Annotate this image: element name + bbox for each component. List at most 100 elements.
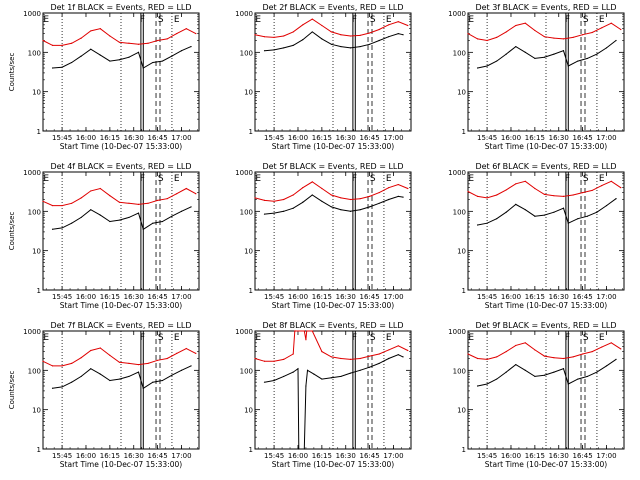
chart-panel-7: Det 7f BLACK = Events, RED = LLD 1 10 100 10… bbox=[8, 321, 200, 469]
x-tick-label: 17:00 bbox=[596, 452, 616, 460]
data-point-events bbox=[305, 385, 307, 387]
data-point-lld bbox=[515, 24, 517, 27]
data-point-events bbox=[71, 381, 73, 383]
data-point-events bbox=[515, 363, 517, 366]
flag-label: E bbox=[255, 15, 261, 25]
data-point-lld bbox=[118, 361, 121, 363]
series-line-lld bbox=[467, 22, 622, 42]
x-tick-label: 16:30 bbox=[549, 134, 569, 142]
data-point-events bbox=[567, 65, 569, 67]
data-point-lld bbox=[254, 34, 256, 36]
data-point-events bbox=[137, 212, 140, 214]
data-point-events bbox=[505, 371, 507, 373]
chart-panel-8: Det 8f BLACK = Events, RED = LLD 1 10 100 10… bbox=[235, 321, 412, 469]
chart-title: Det 3f BLACK = Events, RED = LLD bbox=[475, 3, 616, 12]
chart-panel-2: Det 2f BLACK = Events, RED = LLD 1 10 100 10… bbox=[235, 3, 412, 151]
y-tick-label: 1000 bbox=[235, 10, 253, 18]
y-tick-label: 1000 bbox=[235, 169, 253, 177]
data-point-events bbox=[71, 222, 73, 224]
chart-title: Det 7f BLACK = Events, RED = LLD bbox=[50, 321, 191, 330]
data-point-lld bbox=[311, 330, 313, 332]
data-point-events bbox=[128, 56, 130, 58]
flag-label: F bbox=[140, 174, 145, 184]
data-point-lld bbox=[311, 18, 313, 20]
flag-label: E bbox=[43, 333, 49, 343]
data-point-lld bbox=[582, 353, 584, 355]
x-axis-label: Start Time (10-Dec-07 15:33:00) bbox=[485, 301, 607, 310]
chart-panel-9: Det 9f BLACK = Events, RED = LLD 1 10 100 10… bbox=[448, 321, 625, 469]
flag-label: E bbox=[468, 333, 474, 343]
chart-title: Det 8f BLACK = Events, RED = LLD bbox=[262, 321, 403, 330]
data-point-events bbox=[298, 448, 300, 450]
flag-label: S bbox=[370, 174, 376, 184]
y-axis-label: Counts/sec bbox=[8, 212, 16, 251]
data-point-events bbox=[190, 206, 192, 208]
data-point-events bbox=[577, 60, 579, 62]
data-point-lld bbox=[118, 201, 121, 203]
data-point-lld bbox=[572, 194, 574, 196]
data-point-lld bbox=[359, 198, 361, 200]
flag-label: F bbox=[565, 174, 570, 184]
data-point-lld bbox=[515, 344, 517, 347]
data-point-lld bbox=[591, 189, 593, 192]
data-point-lld bbox=[553, 195, 555, 197]
data-point-events bbox=[51, 67, 54, 69]
data-point-events bbox=[543, 374, 546, 376]
data-point-events bbox=[605, 365, 608, 367]
data-point-events bbox=[340, 209, 342, 211]
data-point-lld bbox=[562, 195, 565, 197]
data-point-lld bbox=[109, 35, 111, 37]
data-point-events bbox=[321, 38, 323, 40]
data-point-lld bbox=[476, 38, 479, 40]
data-point-events bbox=[562, 368, 565, 370]
x-tick-label: 15:45 bbox=[264, 293, 284, 301]
data-point-lld bbox=[292, 353, 294, 355]
data-point-events bbox=[577, 218, 579, 220]
data-point-lld bbox=[292, 31, 294, 33]
data-point-events bbox=[486, 222, 488, 224]
series-line-events bbox=[477, 198, 617, 226]
x-tick-label: 16:15 bbox=[100, 293, 120, 301]
x-tick-label: 17:00 bbox=[383, 293, 403, 301]
x-tick-label: 16:45 bbox=[360, 293, 380, 301]
y-tick-label: 10 bbox=[244, 407, 253, 415]
data-point-events bbox=[505, 211, 507, 213]
flag-label: S bbox=[158, 174, 164, 184]
data-point-lld bbox=[128, 362, 130, 365]
flag-label: E bbox=[386, 15, 392, 25]
flag-label: E bbox=[468, 15, 474, 25]
data-point-lld bbox=[263, 199, 266, 201]
plot-frame bbox=[254, 12, 412, 132]
data-point-lld bbox=[496, 356, 498, 358]
data-point-lld bbox=[71, 362, 73, 365]
chart-panel-4: Det 4f BLACK = Events, RED = LLD 1 10 100 10… bbox=[8, 162, 200, 310]
data-point-events bbox=[90, 48, 92, 50]
x-tick-label: 16:00 bbox=[288, 293, 308, 301]
data-point-lld bbox=[321, 350, 323, 353]
y-tick-label: 100 bbox=[453, 367, 466, 375]
data-point-events bbox=[142, 228, 144, 230]
data-point-lld bbox=[99, 187, 101, 190]
data-point-lld bbox=[340, 197, 342, 199]
data-point-events bbox=[330, 43, 333, 45]
data-point-lld bbox=[90, 349, 92, 352]
data-point-lld bbox=[176, 32, 178, 35]
data-point-events bbox=[369, 366, 371, 368]
data-point-lld bbox=[263, 360, 266, 362]
data-point-lld bbox=[476, 195, 479, 197]
data-point-lld bbox=[176, 193, 178, 195]
data-point-lld bbox=[273, 360, 275, 362]
data-point-lld bbox=[118, 41, 121, 43]
data-point-events bbox=[51, 228, 54, 230]
data-point-lld bbox=[109, 195, 111, 197]
data-point-events bbox=[562, 50, 565, 52]
x-tick-label: 15:45 bbox=[264, 134, 284, 142]
chart-panel-3: Det 3f BLACK = Events, RED = LLD 1 10 100 10… bbox=[448, 3, 625, 151]
flag-label: E bbox=[174, 15, 180, 25]
data-point-lld bbox=[71, 202, 73, 204]
data-point-events bbox=[397, 354, 399, 356]
x-tick-label: 17:00 bbox=[383, 452, 403, 460]
data-point-events bbox=[171, 55, 173, 57]
x-tick-label: 16:45 bbox=[573, 134, 593, 142]
y-tick-label: 1000 bbox=[448, 10, 466, 18]
